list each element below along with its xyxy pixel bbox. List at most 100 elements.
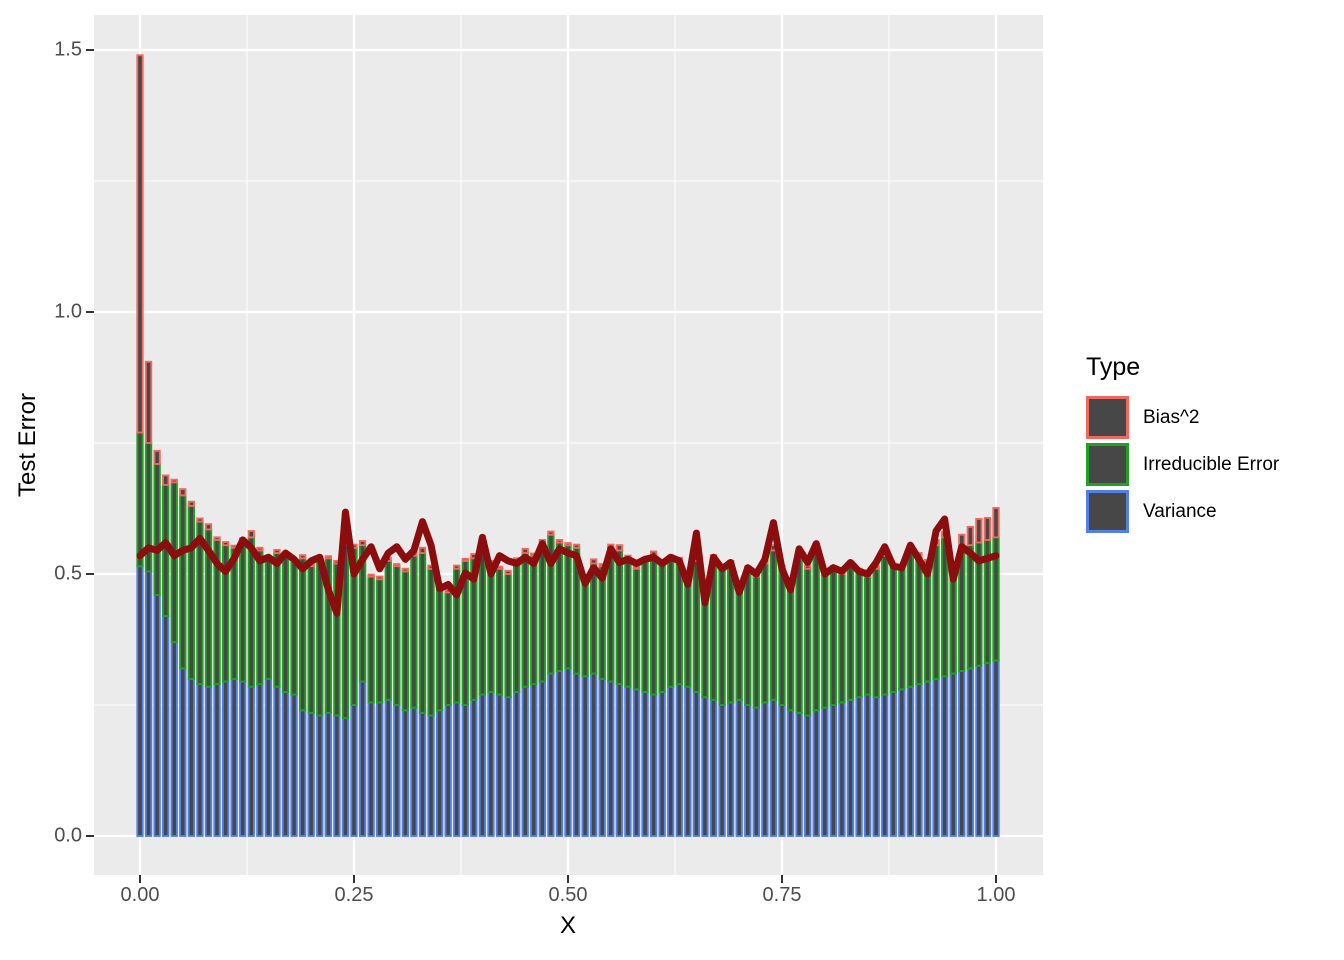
bar-segment <box>555 538 564 544</box>
bar-segment <box>136 565 144 837</box>
bar-segment <box>581 675 589 837</box>
bar-segment <box>555 541 564 672</box>
bar-segment <box>221 680 230 837</box>
bar-segment <box>547 530 555 536</box>
bar-segment <box>649 554 658 696</box>
bar-segment <box>153 463 161 596</box>
bar-segment <box>316 559 324 717</box>
bar-segment <box>358 680 367 837</box>
bar-segment <box>495 693 504 837</box>
bar-segment <box>555 669 564 837</box>
legend-swatch-bias <box>1086 396 1129 439</box>
bar-segment <box>170 478 178 484</box>
bar-segment <box>940 675 949 837</box>
bar-segment <box>239 541 247 683</box>
bar-segment <box>615 544 624 552</box>
bar-segment <box>538 544 546 683</box>
bar-segment <box>632 688 641 837</box>
bar-segment <box>863 575 872 696</box>
bar-segment <box>615 549 624 685</box>
bar-segment <box>735 583 743 701</box>
bar-segment <box>427 714 435 837</box>
bar-segment <box>170 481 178 644</box>
legend-swatch-irreducible <box>1086 443 1129 486</box>
bar-segment <box>461 704 469 837</box>
bar-segment <box>170 641 178 837</box>
bar-segment <box>607 680 615 837</box>
bar-segment <box>958 669 966 837</box>
bar-segment <box>179 494 187 670</box>
bar-segment <box>992 659 1000 837</box>
bar-segment <box>838 701 846 837</box>
bar-segment <box>247 530 255 539</box>
bar-segment <box>478 549 487 696</box>
legend-row-variance: Variance <box>1086 490 1279 533</box>
bar-segment <box>298 709 307 837</box>
bar-segment <box>804 564 812 570</box>
x-tick-label-1: 0.25 <box>334 884 374 906</box>
bar-segment <box>179 488 187 497</box>
bar-segment <box>453 564 461 570</box>
bar-segment <box>572 672 581 837</box>
bar-segment <box>162 614 170 837</box>
bar-segment <box>521 547 529 554</box>
bar-segment <box>889 565 897 693</box>
bar-segment <box>367 573 375 578</box>
bar-segment <box>453 701 461 837</box>
bar-segment <box>761 562 769 704</box>
bar-segment <box>718 704 726 837</box>
bar-segment <box>701 696 709 837</box>
bar-segment <box>709 698 718 837</box>
bar-segment <box>632 567 641 691</box>
bar-segment <box>401 709 410 837</box>
bar-segment <box>881 693 889 837</box>
bar-segment <box>821 570 829 709</box>
bar-segment <box>316 714 324 837</box>
bar-segment <box>975 664 983 837</box>
bar-segment <box>281 554 290 693</box>
bar-segment <box>393 704 401 837</box>
bar-segment <box>367 575 375 704</box>
bar-segment <box>769 698 778 837</box>
x-tick-label-2: 0.50 <box>548 884 588 906</box>
bar-segment <box>213 683 221 837</box>
bar-segment <box>162 474 170 486</box>
bar-segment <box>530 683 538 837</box>
bar-segment <box>418 552 427 714</box>
legend-swatch-variance <box>1086 490 1129 533</box>
legend-label-irreducible: Irreducible Error <box>1143 453 1280 475</box>
x-tick-label-4: 1.00 <box>976 884 1016 906</box>
bar-segment <box>744 567 752 706</box>
legend-label-bias: Bias^2 <box>1143 406 1200 428</box>
bar-segment <box>838 573 846 704</box>
bar-segment <box>812 709 820 837</box>
bar-segment <box>478 693 487 837</box>
bar-segment <box>444 591 452 706</box>
bar-segment <box>144 360 153 444</box>
legend-title: Type <box>1086 353 1141 381</box>
bar-segment <box>153 594 161 837</box>
bar-segment <box>230 677 238 837</box>
x-tick-label-0: 0.00 <box>120 884 160 906</box>
bar-segment <box>538 680 546 837</box>
bar-segment <box>983 516 992 541</box>
legend-label-variance: Variance <box>1143 500 1217 522</box>
bar-segment <box>829 567 838 706</box>
bar-segment <box>846 698 855 837</box>
bar-segment <box>495 567 504 696</box>
bar-segment <box>641 690 649 837</box>
bar-segment <box>401 570 410 712</box>
y-tick-label-1: 0.5 <box>54 562 82 585</box>
bar-segment <box>761 701 769 837</box>
bar-segment <box>624 557 632 688</box>
bar-segment <box>384 559 392 701</box>
bar-segment <box>136 431 144 568</box>
bar-segment <box>256 546 264 552</box>
bar-segment <box>307 711 315 837</box>
bar-segment <box>376 701 384 837</box>
bar-segment <box>153 449 161 465</box>
bar-segment <box>324 711 332 837</box>
bar-segment <box>769 549 778 701</box>
bar-segment <box>221 541 230 547</box>
